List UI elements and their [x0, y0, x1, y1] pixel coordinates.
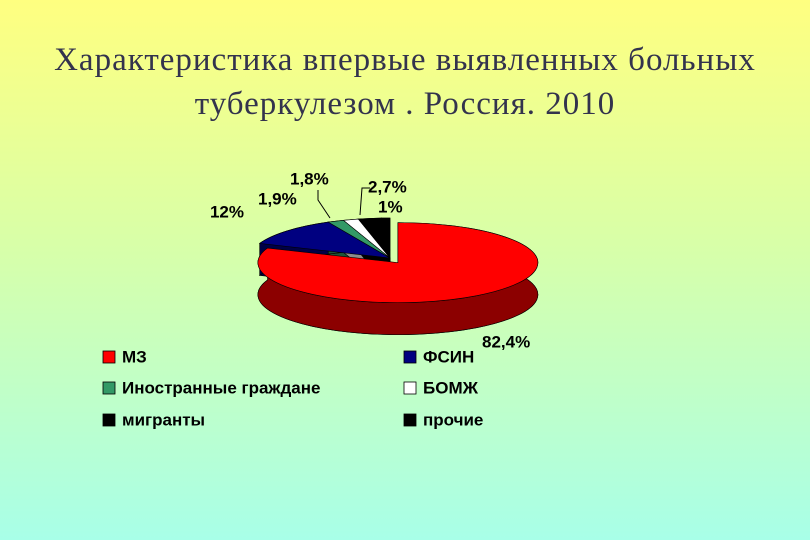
- legend-swatch: [102, 350, 116, 364]
- legend-label: БОМЖ: [423, 378, 479, 397]
- legend-swatch: [102, 413, 116, 427]
- legend-label: Иностранные граждане: [122, 378, 320, 397]
- data-label: 12%: [210, 202, 244, 221]
- legend-swatch: [403, 350, 417, 364]
- legend-label: прочие: [423, 410, 483, 429]
- slice: [380, 217, 391, 259]
- leader-line: [317, 190, 331, 219]
- legend-label: мигранты: [122, 410, 205, 429]
- data-label: 1,8%: [290, 169, 329, 188]
- legend-swatch: [403, 413, 417, 427]
- legend-label: ФСИН: [423, 347, 474, 366]
- data-label: 1%: [378, 197, 403, 216]
- legend-swatch: [102, 381, 116, 395]
- leader-line: [359, 187, 370, 216]
- slice: [258, 221, 391, 259]
- chart-title: Характеристика впервые выявленных больны…: [54, 42, 756, 122]
- data-label: 2,7%: [368, 177, 407, 196]
- data-label: 82,4%: [482, 332, 530, 351]
- slice: [257, 222, 539, 303]
- legend-label: МЗ: [122, 347, 147, 366]
- data-label: 1,9%: [258, 189, 297, 208]
- legend-swatch: [403, 381, 417, 395]
